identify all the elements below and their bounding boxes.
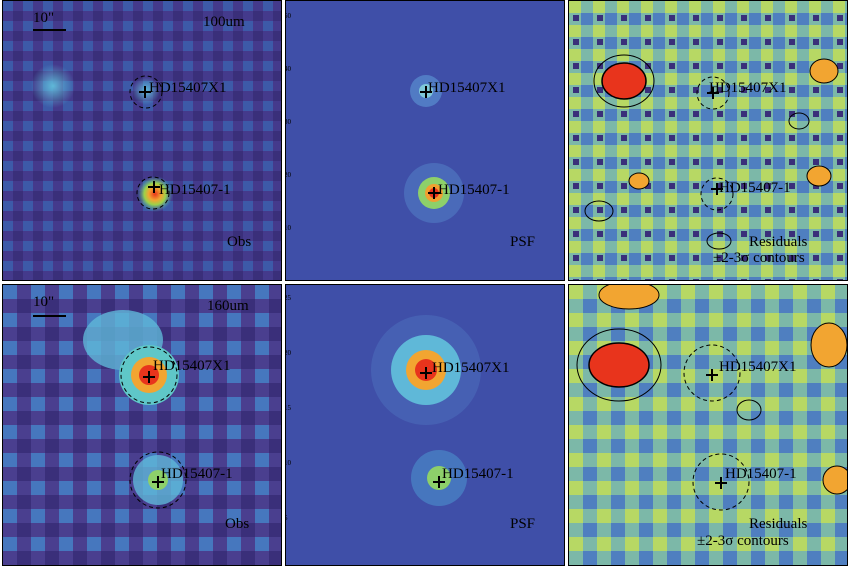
residuals-label: Residuals [749, 516, 808, 532]
obs-100um-map [3, 1, 281, 280]
psf-160um-map [286, 285, 564, 565]
axis-tick-labels: 50 40 30 20 10 [286, 12, 291, 232]
psf-label: PSF [510, 516, 536, 532]
scale-bar-label: 10" [33, 10, 55, 26]
obs-label: Obs [227, 234, 252, 250]
band-label: 160um [207, 298, 249, 314]
source-label-companion: HD15407X1 [709, 80, 787, 96]
source-label-companion: HD15407X1 [153, 358, 231, 374]
psf-100um-panel: HD15407X1 HD15407-1 PSF 50 40 30 20 10 [285, 0, 565, 281]
source-label-companion: HD15407X1 [719, 359, 797, 375]
residuals-160um-panel: HD15407X1 HD15407-1 Residuals ±2-3σ cont… [568, 284, 848, 566]
source-label-companion: HD15407X1 [432, 360, 510, 376]
obs-160um-map [3, 285, 281, 565]
source-label-primary: HD15407-1 [725, 466, 797, 482]
source-label-primary: HD15407-1 [442, 466, 514, 482]
contours-label: ±2-3σ contours [697, 533, 789, 549]
psf-100um-map [286, 1, 564, 280]
residuals-100um-map [569, 1, 847, 280]
source-label-primary: HD15407-1 [719, 180, 791, 196]
psf-label: PSF [510, 234, 536, 250]
residuals-100um-panel: HD15407X1 HD15407-1 Residuals ±2-3σ cont… [568, 0, 848, 281]
source-label-primary: HD15407-1 [159, 182, 231, 198]
contours-label: ±2-3σ contours [713, 250, 805, 266]
psf-160um-panel: HD15407X1 HD15407-1 PSF 25 20 15 10 5 [285, 284, 565, 566]
residuals-160um-map [569, 285, 847, 565]
scale-bar-label: 10" [33, 294, 55, 310]
obs-160um-panel: 10" 160um HD15407X1 HD15407-1 Obs [2, 284, 282, 566]
source-label-companion: HD15407X1 [428, 80, 506, 96]
source-label-primary: HD15407-1 [161, 466, 233, 482]
source-label-primary: HD15407-1 [438, 182, 510, 198]
obs-label: Obs [225, 516, 250, 532]
obs-100um-panel: 10" 100um HD15407X1 HD15407-1 Obs [2, 0, 282, 281]
residuals-label: Residuals [749, 234, 808, 250]
source-label-companion: HD15407X1 [149, 80, 227, 96]
axis-tick-labels: 25 20 15 10 5 [286, 294, 291, 522]
band-label: 100um [203, 14, 245, 30]
